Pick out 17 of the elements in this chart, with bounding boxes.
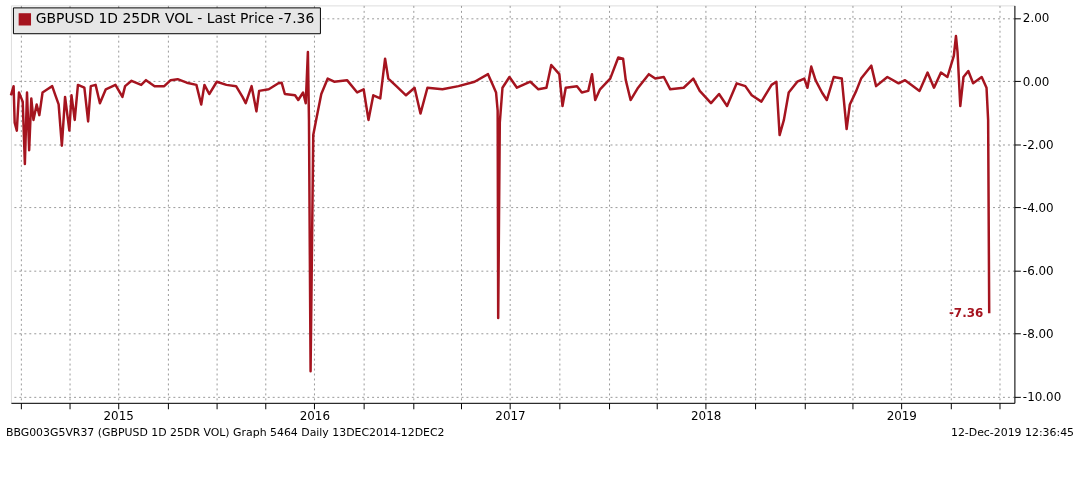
y-tick-label: -8.00 [1022, 326, 1054, 341]
annotation: -7.36 [948, 306, 984, 321]
line-series [9, 34, 991, 373]
x-tick-label: 2017 [495, 409, 526, 424]
text: BBG003G5VR37 (GBPUSD 1D 25DR VOL) Graph 5464 Daily 13DEC2014-12DEC2 [5, 425, 445, 439]
x-tick-label: 2016 [299, 409, 330, 424]
x-tick-label: 2019 [886, 409, 917, 424]
x-tick-label: 2018 [690, 409, 722, 424]
y-tick-label: -10.00 [1022, 389, 1062, 404]
y-tick-label: 0.00 [1022, 74, 1050, 89]
y-tick-label: -2.00 [1022, 137, 1054, 152]
x-tick-label: 2015 [103, 409, 134, 424]
y-tick-label: 2.00 [1022, 11, 1050, 26]
text: 12-Dec-2019 12:36:45 [950, 425, 1075, 439]
y-tick-label: -4.00 [1022, 200, 1054, 215]
y-tick-label: -6.00 [1022, 263, 1054, 278]
legend-label: GBPUSD 1D 25DR VOL - Last Price -7.36 [35, 10, 315, 27]
